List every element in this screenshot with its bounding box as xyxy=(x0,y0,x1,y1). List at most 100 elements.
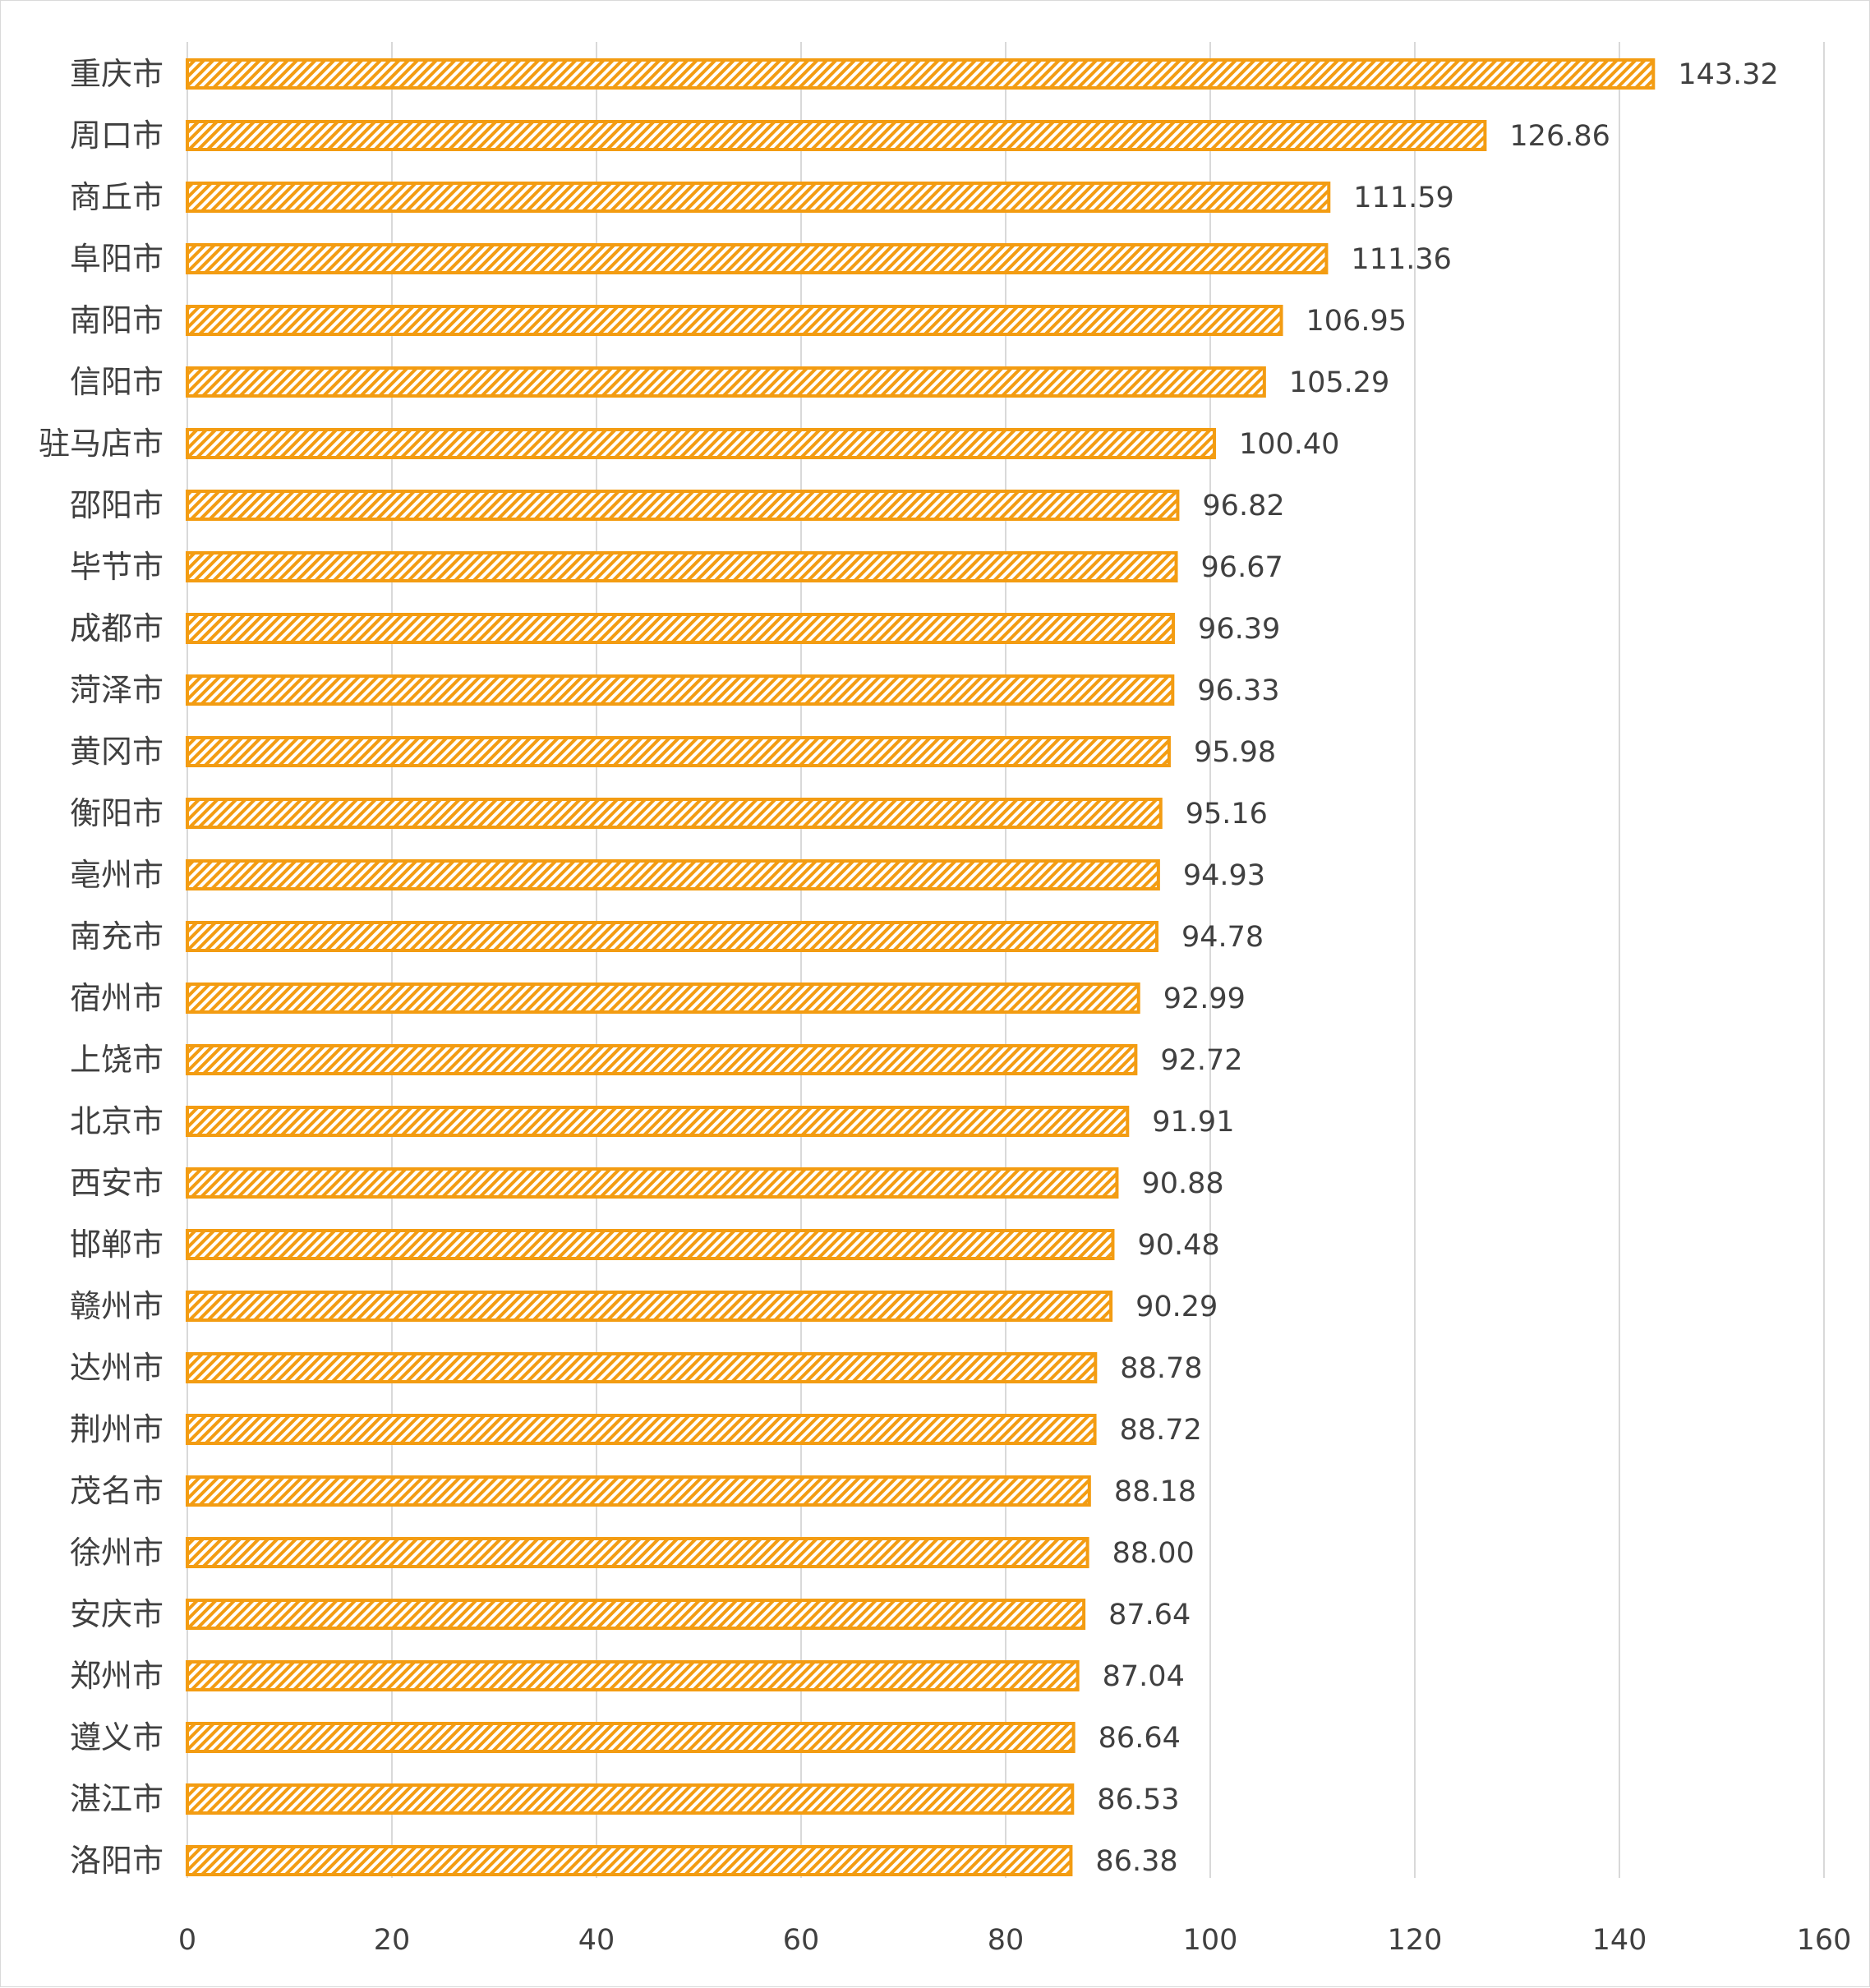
bar xyxy=(186,1599,1086,1630)
bar xyxy=(186,551,1178,582)
data-label: 94.93 xyxy=(1183,859,1265,892)
x-tick-label: 120 xyxy=(1388,1924,1443,1957)
data-label: 88.72 xyxy=(1120,1414,1202,1447)
bar xyxy=(186,982,1140,1014)
bar xyxy=(186,243,1329,274)
data-label: 95.16 xyxy=(1186,798,1268,831)
bar xyxy=(186,366,1266,398)
category-label: 商丘市 xyxy=(70,179,164,215)
data-label: 100.40 xyxy=(1239,428,1339,461)
x-tick-label: 160 xyxy=(1797,1924,1852,1957)
data-label: 96.82 xyxy=(1202,490,1284,522)
data-label: 143.32 xyxy=(1678,58,1778,91)
x-tick-label: 140 xyxy=(1592,1924,1647,1957)
data-label: 106.95 xyxy=(1306,305,1407,338)
data-label: 126.86 xyxy=(1509,120,1610,153)
bar xyxy=(186,305,1283,336)
bar xyxy=(186,182,1331,213)
bar xyxy=(186,1167,1119,1199)
category-label: 阜阳市 xyxy=(70,241,164,277)
data-label: 111.59 xyxy=(1353,182,1453,214)
category-label: 信阳市 xyxy=(70,364,164,400)
category-label: 亳州市 xyxy=(70,857,164,893)
category-label: 茂名市 xyxy=(70,1473,164,1509)
category-label: 宿州市 xyxy=(70,980,164,1016)
bar xyxy=(186,120,1487,151)
category-label: 湛江市 xyxy=(70,1781,164,1817)
x-tick-label: 100 xyxy=(1183,1924,1238,1957)
data-label: 96.67 xyxy=(1201,551,1283,584)
category-label: 郑州市 xyxy=(70,1658,164,1694)
data-label: 96.39 xyxy=(1198,613,1280,646)
data-label: 94.78 xyxy=(1181,921,1264,954)
data-label: 96.33 xyxy=(1197,674,1279,707)
category-label: 南阳市 xyxy=(70,302,164,338)
category-label: 北京市 xyxy=(70,1103,164,1139)
bar xyxy=(186,1722,1075,1753)
bar xyxy=(186,1414,1097,1445)
bar xyxy=(186,736,1171,767)
bar xyxy=(186,1845,1073,1876)
data-label: 92.72 xyxy=(1160,1044,1242,1077)
bar xyxy=(186,428,1216,459)
x-tick-label: 60 xyxy=(783,1924,820,1957)
bar xyxy=(186,58,1656,90)
x-tick-label: 0 xyxy=(178,1924,196,1957)
bar xyxy=(186,1106,1130,1137)
category-label: 菏泽市 xyxy=(70,672,164,708)
bar xyxy=(186,490,1180,521)
bar xyxy=(186,613,1176,644)
grid-lines xyxy=(187,42,1825,1878)
x-tick-label: 20 xyxy=(374,1924,411,1957)
data-label: 86.38 xyxy=(1095,1845,1177,1878)
bar xyxy=(186,674,1175,706)
category-label: 荆州市 xyxy=(70,1411,164,1447)
category-label: 驻马店市 xyxy=(39,426,164,462)
bar xyxy=(186,921,1159,952)
category-label: 遵义市 xyxy=(70,1719,164,1756)
data-label: 92.99 xyxy=(1163,982,1246,1015)
data-label: 91.91 xyxy=(1152,1106,1234,1139)
data-label: 90.48 xyxy=(1137,1229,1219,1262)
category-label: 成都市 xyxy=(70,610,164,647)
data-label: 90.29 xyxy=(1135,1291,1218,1323)
category-label: 赣州市 xyxy=(70,1288,164,1324)
category-label: 周口市 xyxy=(70,117,164,154)
data-label: 90.88 xyxy=(1141,1167,1223,1200)
data-label: 86.64 xyxy=(1099,1722,1181,1755)
x-axis-tick-labels: 0 20 40 60 80 100 120 140 160 xyxy=(178,1924,1852,1957)
data-label: 88.78 xyxy=(1120,1352,1202,1385)
category-labels: 重庆市周口市商丘市阜阳市南阳市信阳市驻马店市邵阳市毕节市成都市菏泽市黄冈市衡阳市… xyxy=(39,56,164,1879)
category-label: 西安市 xyxy=(70,1165,164,1201)
bars xyxy=(186,58,1656,1876)
category-label: 邵阳市 xyxy=(70,487,164,523)
data-label: 86.53 xyxy=(1097,1783,1179,1816)
bar xyxy=(186,1291,1113,1322)
category-label: 衡阳市 xyxy=(70,795,164,831)
bar xyxy=(186,1044,1138,1075)
category-label: 达州市 xyxy=(70,1350,164,1386)
category-label: 黄冈市 xyxy=(70,734,164,770)
category-label: 重庆市 xyxy=(70,56,164,92)
category-label: 邯郸市 xyxy=(70,1226,164,1263)
x-tick-label: 40 xyxy=(578,1924,615,1957)
category-label: 洛阳市 xyxy=(70,1843,164,1879)
bar xyxy=(186,798,1163,829)
data-label: 88.00 xyxy=(1112,1537,1195,1570)
bar xyxy=(186,1229,1115,1260)
data-label: 111.36 xyxy=(1351,243,1451,276)
bar xyxy=(186,1660,1080,1691)
data-label: 87.04 xyxy=(1103,1660,1185,1693)
category-label: 安庆市 xyxy=(70,1596,164,1632)
category-label: 南充市 xyxy=(70,918,164,955)
category-label: 上饶市 xyxy=(70,1042,164,1078)
bar xyxy=(186,1783,1075,1815)
bar xyxy=(186,859,1160,890)
data-label: 88.18 xyxy=(1114,1475,1196,1508)
data-label: 87.64 xyxy=(1108,1599,1191,1631)
data-labels: 143.32 126.86 111.59 111.36 106.95 105.29 100.… xyxy=(1095,58,1778,1878)
x-tick-label: 80 xyxy=(988,1924,1025,1957)
data-label: 105.29 xyxy=(1289,366,1389,399)
